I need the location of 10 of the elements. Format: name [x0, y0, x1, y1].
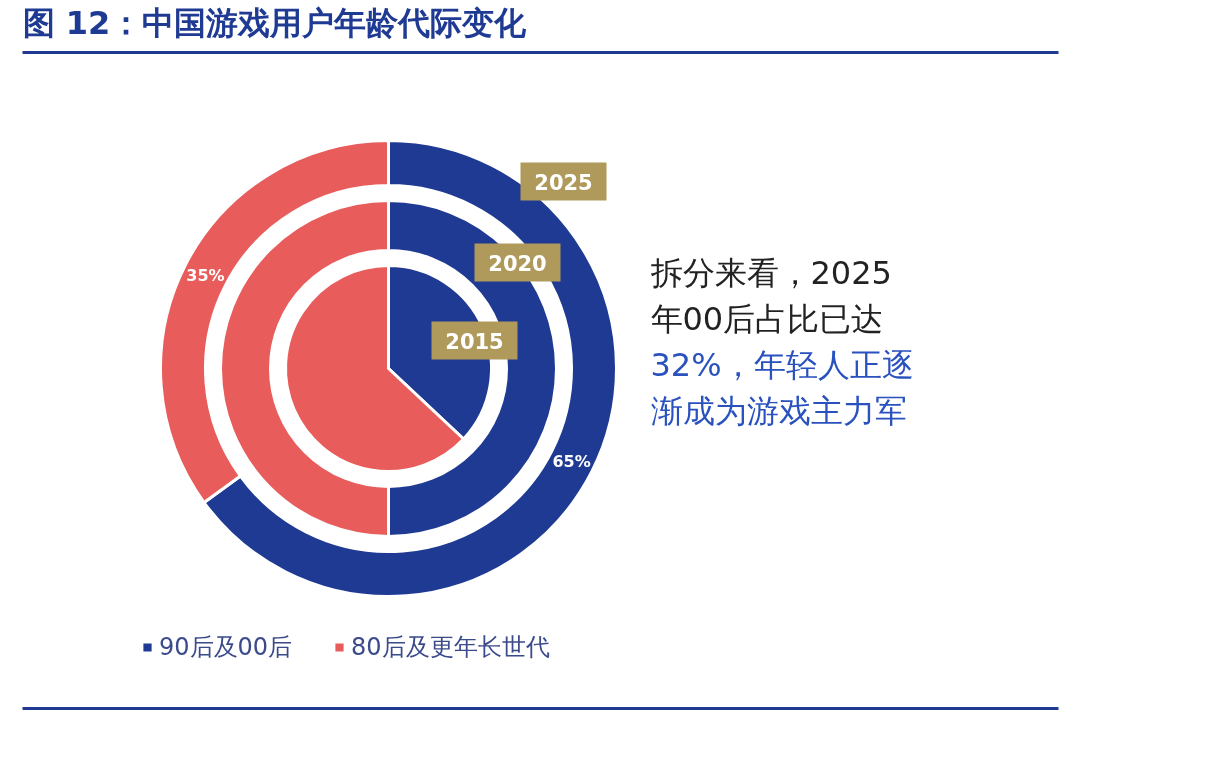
data-label: 35% [186, 265, 225, 285]
text: 拆分来看，2025年00后占比已达 [649, 253, 892, 338]
slice-label: 2020 [488, 251, 547, 276]
chart-title: 图 12：中国游戏用户年龄代际变化 [22, 3, 528, 42]
data-label: 65% [552, 452, 591, 472]
legend-label: 80后及更年长世代 [351, 632, 550, 663]
slice-label: 2025 [534, 170, 593, 195]
legend-label: 90后及00后 [159, 632, 293, 663]
slice-label: 2015 [445, 329, 504, 354]
text: 32%，年轻人正逐渐成为游戏主力军 [650, 345, 914, 430]
